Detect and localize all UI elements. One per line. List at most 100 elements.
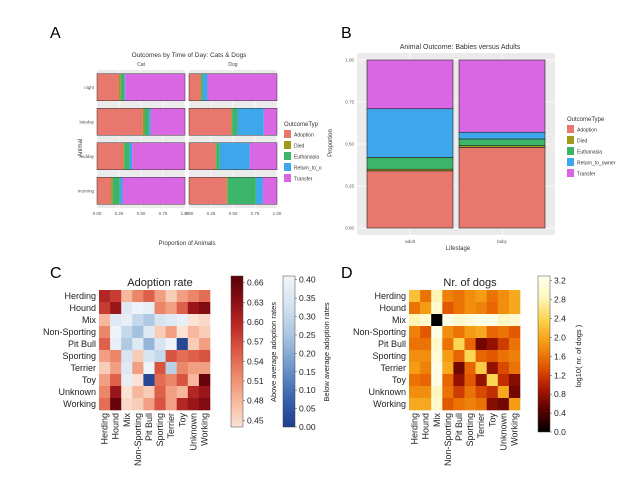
panel-c-above-colorbar-tick-label: 0.63 — [247, 297, 264, 307]
panel-c-cell-terrier-working — [198, 362, 211, 375]
panel-a-bar-cat-night-transfer — [125, 73, 185, 101]
panel-a-bar-outline-cat-night — [96, 73, 186, 101]
panel-c-cell-mix-unknown — [187, 314, 200, 327]
panel-d-cell-toy-herding — [409, 374, 421, 387]
panel-b-bar-adult-return-to-owner — [366, 108, 454, 158]
panel-d-cell-pit-bull-terrier — [475, 338, 487, 351]
panel-a-xlabel: Proportion of Animals — [158, 241, 215, 247]
panel-d-cell-non-sporting-working — [508, 326, 521, 339]
panel-c-col-label: Hound — [111, 413, 121, 440]
panel-a-legend-label: Return_to_o — [294, 166, 322, 172]
panel-a-bar-outline-dog-midday — [188, 142, 278, 170]
panel-c-cell-working-toy — [176, 398, 189, 411]
panel-d-row-label: Hound — [379, 303, 406, 313]
panel-c-cell-non-sporting-mix — [121, 326, 133, 339]
panel-a-bar-dog-morning-return-to-owner — [255, 177, 263, 205]
panel-d-cell-mix-terrier — [475, 314, 487, 327]
panel-c-cell-herding-non-sporting — [132, 290, 144, 303]
panel-letter-a: A — [50, 25, 61, 42]
panel-d-count-colorbar-tick-label: 1.6 — [554, 351, 566, 361]
panel-c-cell-sporting-herding — [99, 350, 111, 363]
panel-d-cell-toy-unknown — [497, 374, 510, 387]
panel-c-above-colorbar-tick-label: 0.57 — [247, 337, 264, 347]
panel-letter-b: B — [341, 25, 352, 42]
panel-a-bar-cat-night-died — [119, 73, 121, 101]
panel-d-cell-sporting-sporting — [464, 350, 476, 363]
panel-b-bar-adult-transfer — [366, 59, 454, 110]
panel-d-cell-pit-bull-unknown — [497, 338, 510, 351]
panel-d-cell-mix-toy — [486, 314, 499, 327]
panel-d-cell-non-sporting-toy — [486, 326, 499, 339]
panel-a-title: Outcomes by Time of Day: Cats & Dogs — [132, 52, 248, 59]
panel-c-row-label: Hound — [69, 303, 96, 313]
panel-c-cell-terrier-sporting — [154, 362, 166, 375]
panel-c-row-label: Toy — [82, 375, 97, 385]
panel-c-cell-mix-mix — [121, 314, 133, 327]
panel-a-bar-cat-morning-died — [111, 177, 113, 205]
panel-d-chart: Nr. of dogs HerdingHoundMixNon-SportingP… — [353, 276, 583, 466]
panel-d-col-label: Pit Bull — [454, 413, 464, 441]
panel-a-bar-dog-night-euthanasia — [201, 73, 204, 101]
panel-c-colorbar-1-label: Above average adoption rates — [269, 302, 278, 402]
panel-d-cell-pit-bull-toy — [486, 338, 499, 351]
panel-c-cell-mix-pit-bull — [143, 314, 155, 327]
panel-c-cell-sporting-toy — [176, 350, 189, 363]
panel-c-cell-unknown-pit-bull — [143, 386, 155, 399]
panel-d-cell-terrier-mix — [431, 362, 443, 375]
panel-c-row-label: Herding — [64, 291, 96, 301]
panel-a-bar-cat-lateday-euthanasia — [144, 108, 149, 136]
panel-d-cell-unknown-toy — [486, 386, 499, 399]
panel-c-col-label: Pit Bull — [144, 413, 154, 441]
panel-d-count-colorbar-tick-label: 0.0 — [554, 427, 566, 437]
panel-d-count-colorbar-tick-label: 2.4 — [554, 314, 566, 324]
panel-c-cell-working-unknown — [187, 398, 200, 411]
panel-d-cell-working-non-sporting — [442, 398, 454, 411]
panel-d-cell-mix-mix — [431, 314, 443, 327]
panel-c-cell-non-sporting-working — [198, 326, 211, 339]
panel-b-legend-label: Died — [577, 139, 588, 145]
panel-a-y-tick-label: morning — [78, 188, 95, 193]
panel-c-cell-mix-terrier — [165, 314, 177, 327]
panel-c-above-colorbar-tick-label: 0.51 — [247, 376, 264, 386]
panel-d-cell-mix-sporting — [464, 314, 476, 327]
panel-c-cell-sporting-working — [198, 350, 211, 363]
panel-c-cell-toy-toy — [176, 374, 189, 387]
panel-c-col-label: Mix — [122, 413, 132, 427]
panel-c-cell-non-sporting-unknown — [187, 326, 200, 339]
panel-c-cell-sporting-non-sporting — [132, 350, 144, 363]
panel-c-cell-terrier-pit-bull — [143, 362, 155, 375]
panel-d-cell-unknown-sporting — [464, 386, 476, 399]
panel-letter-d: D — [341, 265, 353, 282]
panel-d-cell-working-sporting — [464, 398, 476, 411]
panel-d-cell-working-toy — [486, 398, 499, 411]
panel-c-cell-mix-hound — [110, 314, 122, 327]
panel-a-bar-cat-midday-transfer — [132, 142, 185, 170]
panel-c-cell-toy-working — [198, 374, 211, 387]
panel-c-cell-toy-non-sporting — [132, 374, 144, 387]
panel-d-cell-unknown-mix — [431, 386, 443, 399]
panel-d-cell-mix-working — [508, 314, 521, 327]
panel-d-cell-herding-hound — [420, 290, 432, 303]
panel-a-bar-dog-lateday-adoption — [189, 108, 232, 136]
panel-d-row-label: Working — [373, 399, 406, 409]
panel-d-cell-mix-pit-bull — [453, 314, 465, 327]
panel-c-row-label: Non-Sporting — [43, 327, 96, 337]
panel-a-bar-dog-morning-transfer — [262, 177, 277, 205]
panel-c-cell-mix-non-sporting — [132, 314, 144, 327]
panel-a-x-tick-label: 0.00 — [93, 211, 102, 216]
panel-c-below-colorbar-tick-label: 0.20 — [299, 348, 316, 358]
panel-a-bar-cat-midday-adoption — [97, 142, 124, 170]
panel-d-cell-hound-mix — [431, 302, 443, 315]
panel-a-bar-cat-midday-euthanasia — [124, 142, 130, 170]
panel-c-cell-working-pit-bull — [143, 398, 155, 411]
panel-a-legend-swatch-transfer — [284, 174, 291, 182]
panel-d-count-colorbar-tick-label: 3.2 — [554, 276, 566, 286]
panel-d-cell-terrier-hound — [420, 362, 432, 375]
panel-a-legend-label: Died — [294, 144, 305, 150]
panel-a-bar-dog-lateday-return-to-owner — [237, 108, 264, 136]
panel-c-cell-unknown-non-sporting — [132, 386, 144, 399]
panel-c-cell-herding-working — [198, 290, 211, 303]
panel-a-bar-cat-night-return-to-owner — [124, 73, 126, 101]
panel-d-cell-unknown-non-sporting — [442, 386, 454, 399]
panel-a-bar-dog-midday-euthanasia — [216, 142, 220, 170]
